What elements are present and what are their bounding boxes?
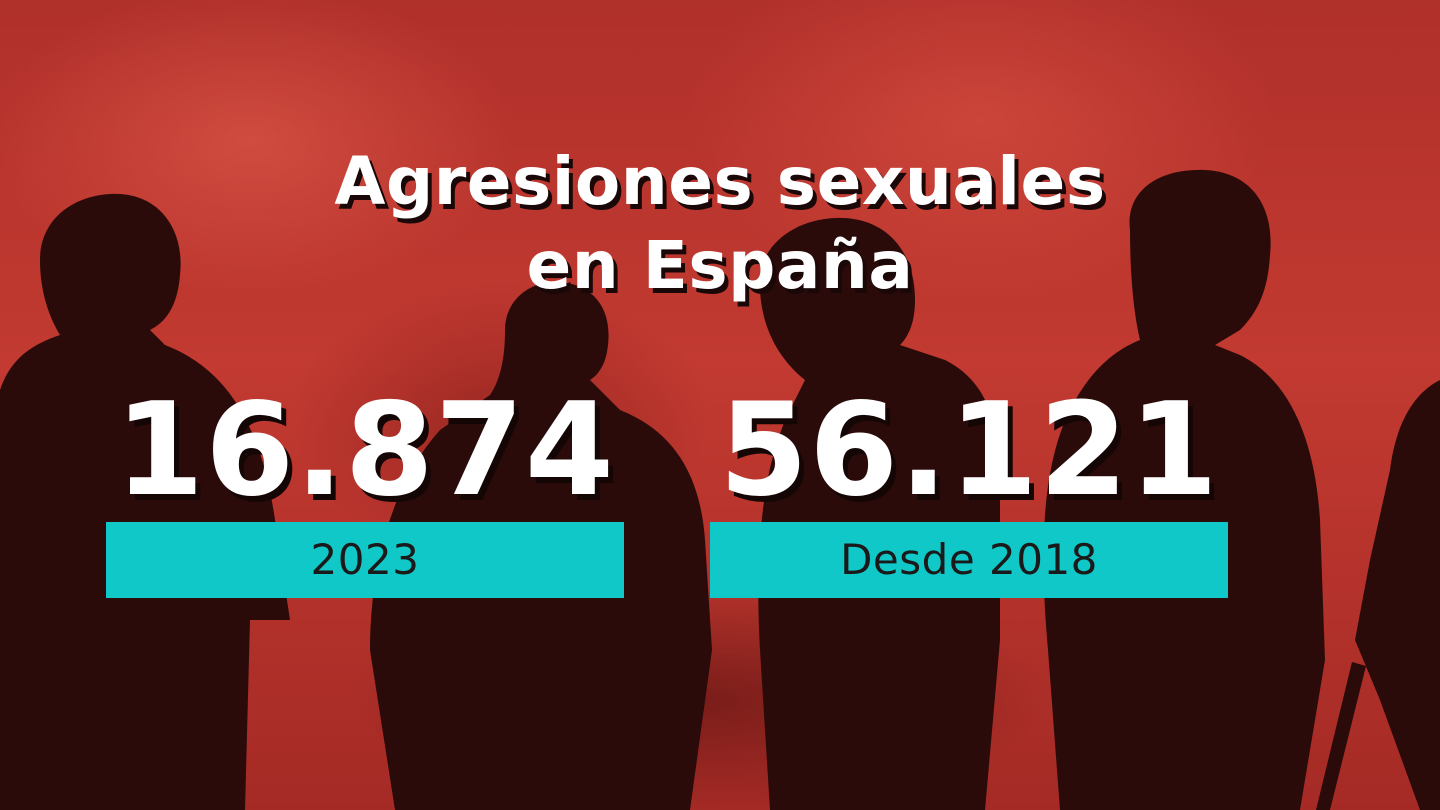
headline-line-2: en España bbox=[526, 227, 914, 304]
stat-label-2023: 2023 bbox=[310, 535, 420, 584]
stat-label-since-2018: Desde 2018 bbox=[840, 535, 1098, 584]
headline-line-1: Agresiones sexuales bbox=[334, 143, 1106, 220]
silhouette-person-4 bbox=[1043, 169, 1325, 810]
silhouette-person-3 bbox=[758, 217, 1000, 810]
stat-since-2018: 56.121 Desde 2018 bbox=[710, 376, 1228, 598]
silhouette-stick bbox=[1316, 662, 1366, 810]
stat-label-bar-2023: 2023 bbox=[106, 522, 624, 598]
headline: Agresiones sexuales en España bbox=[0, 140, 1440, 308]
stat-label-bar-since-2018: Desde 2018 bbox=[710, 522, 1228, 598]
stat-value-since-2018: 56.121 bbox=[719, 376, 1219, 525]
stat-2023: 16.874 2023 bbox=[106, 376, 624, 598]
stat-value-2023: 16.874 bbox=[115, 376, 615, 525]
silhouette-person-1 bbox=[0, 193, 290, 810]
silhouette-person-5 bbox=[1355, 380, 1440, 810]
